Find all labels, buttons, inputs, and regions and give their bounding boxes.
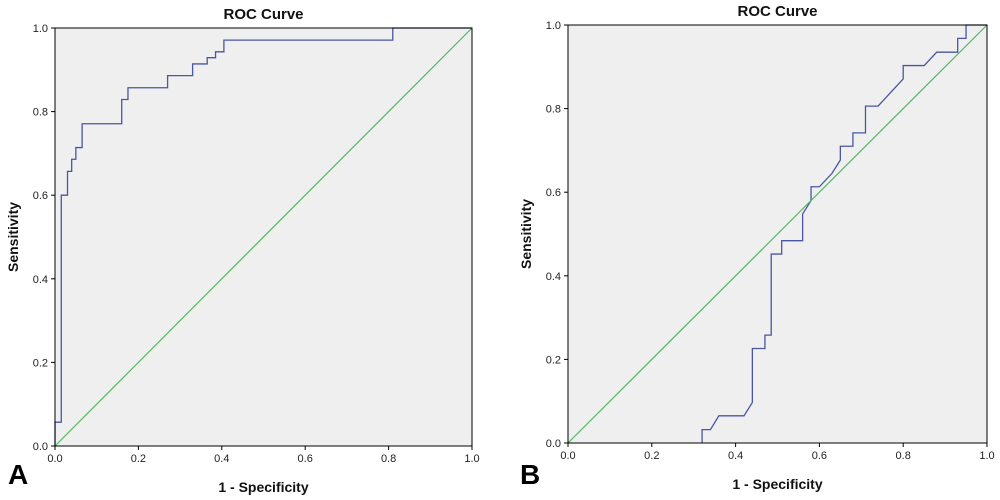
y-tick-label: 0.2: [546, 354, 561, 366]
y-tick-label: 0.0: [33, 441, 48, 453]
x-tick-label: 0.4: [728, 450, 743, 462]
plot-frame: [567, 24, 988, 444]
y-tick-label: 0.6: [546, 187, 561, 199]
x-tick-label: 0.0: [47, 453, 62, 465]
y-tick-label: 0.8: [546, 104, 561, 116]
chart-title: ROC Curve: [223, 6, 303, 23]
y-tick-label: 0.8: [33, 107, 48, 119]
y-tick-label: 0.6: [33, 190, 48, 202]
x-axis-label: 1 - Specificity: [218, 479, 308, 495]
panel-letter: A: [8, 459, 28, 490]
x-tick-label: 0.8: [896, 450, 911, 462]
y-tick-label: 1.0: [33, 23, 48, 35]
y-tick-label: 0.2: [33, 357, 48, 369]
x-axis-label: 1 - Specificity: [732, 476, 822, 492]
roc-curve-line: [701, 24, 987, 443]
x-tick-label: 0.2: [131, 453, 146, 465]
reference-line: [54, 27, 473, 447]
chart-panel-b: 0.0 0.2 0.4 0.6 0.8 1.0 0.0 0.2 0.4 0.6 0.8 1.0 ROC …: [518, 3, 995, 492]
y-axis-label: Sensitivity: [518, 199, 534, 269]
y-tick-label: 0.4: [546, 271, 561, 283]
chart-title: ROC Curve: [737, 3, 817, 20]
reference-line: [567, 24, 988, 444]
x-tick-label: 0.4: [214, 453, 229, 465]
x-tick-label: 0.0: [560, 450, 575, 462]
chart-panel-a: 0.0 0.2 0.4 0.6 0.8 1.0 0.0 0.2 0.4 0.6 0.8 1.0 ROC …: [5, 6, 480, 495]
y-tick-label: 0.4: [33, 274, 48, 286]
x-tick-label: 1.0: [979, 450, 994, 462]
y-tick-label: 1.0: [546, 20, 561, 32]
plot-frame: [54, 27, 473, 447]
y-axis-label: Sensitivity: [5, 202, 21, 272]
y-tick-label: 0.0: [546, 438, 561, 450]
panel-letter: B: [520, 459, 540, 490]
x-tick-label: 0.6: [812, 450, 827, 462]
roc-curve-line: [54, 27, 472, 446]
x-tick-label: 1.0: [464, 453, 479, 465]
x-tick-label: 0.6: [298, 453, 313, 465]
x-tick-label: 0.8: [381, 453, 396, 465]
x-tick-label: 0.2: [644, 450, 659, 462]
